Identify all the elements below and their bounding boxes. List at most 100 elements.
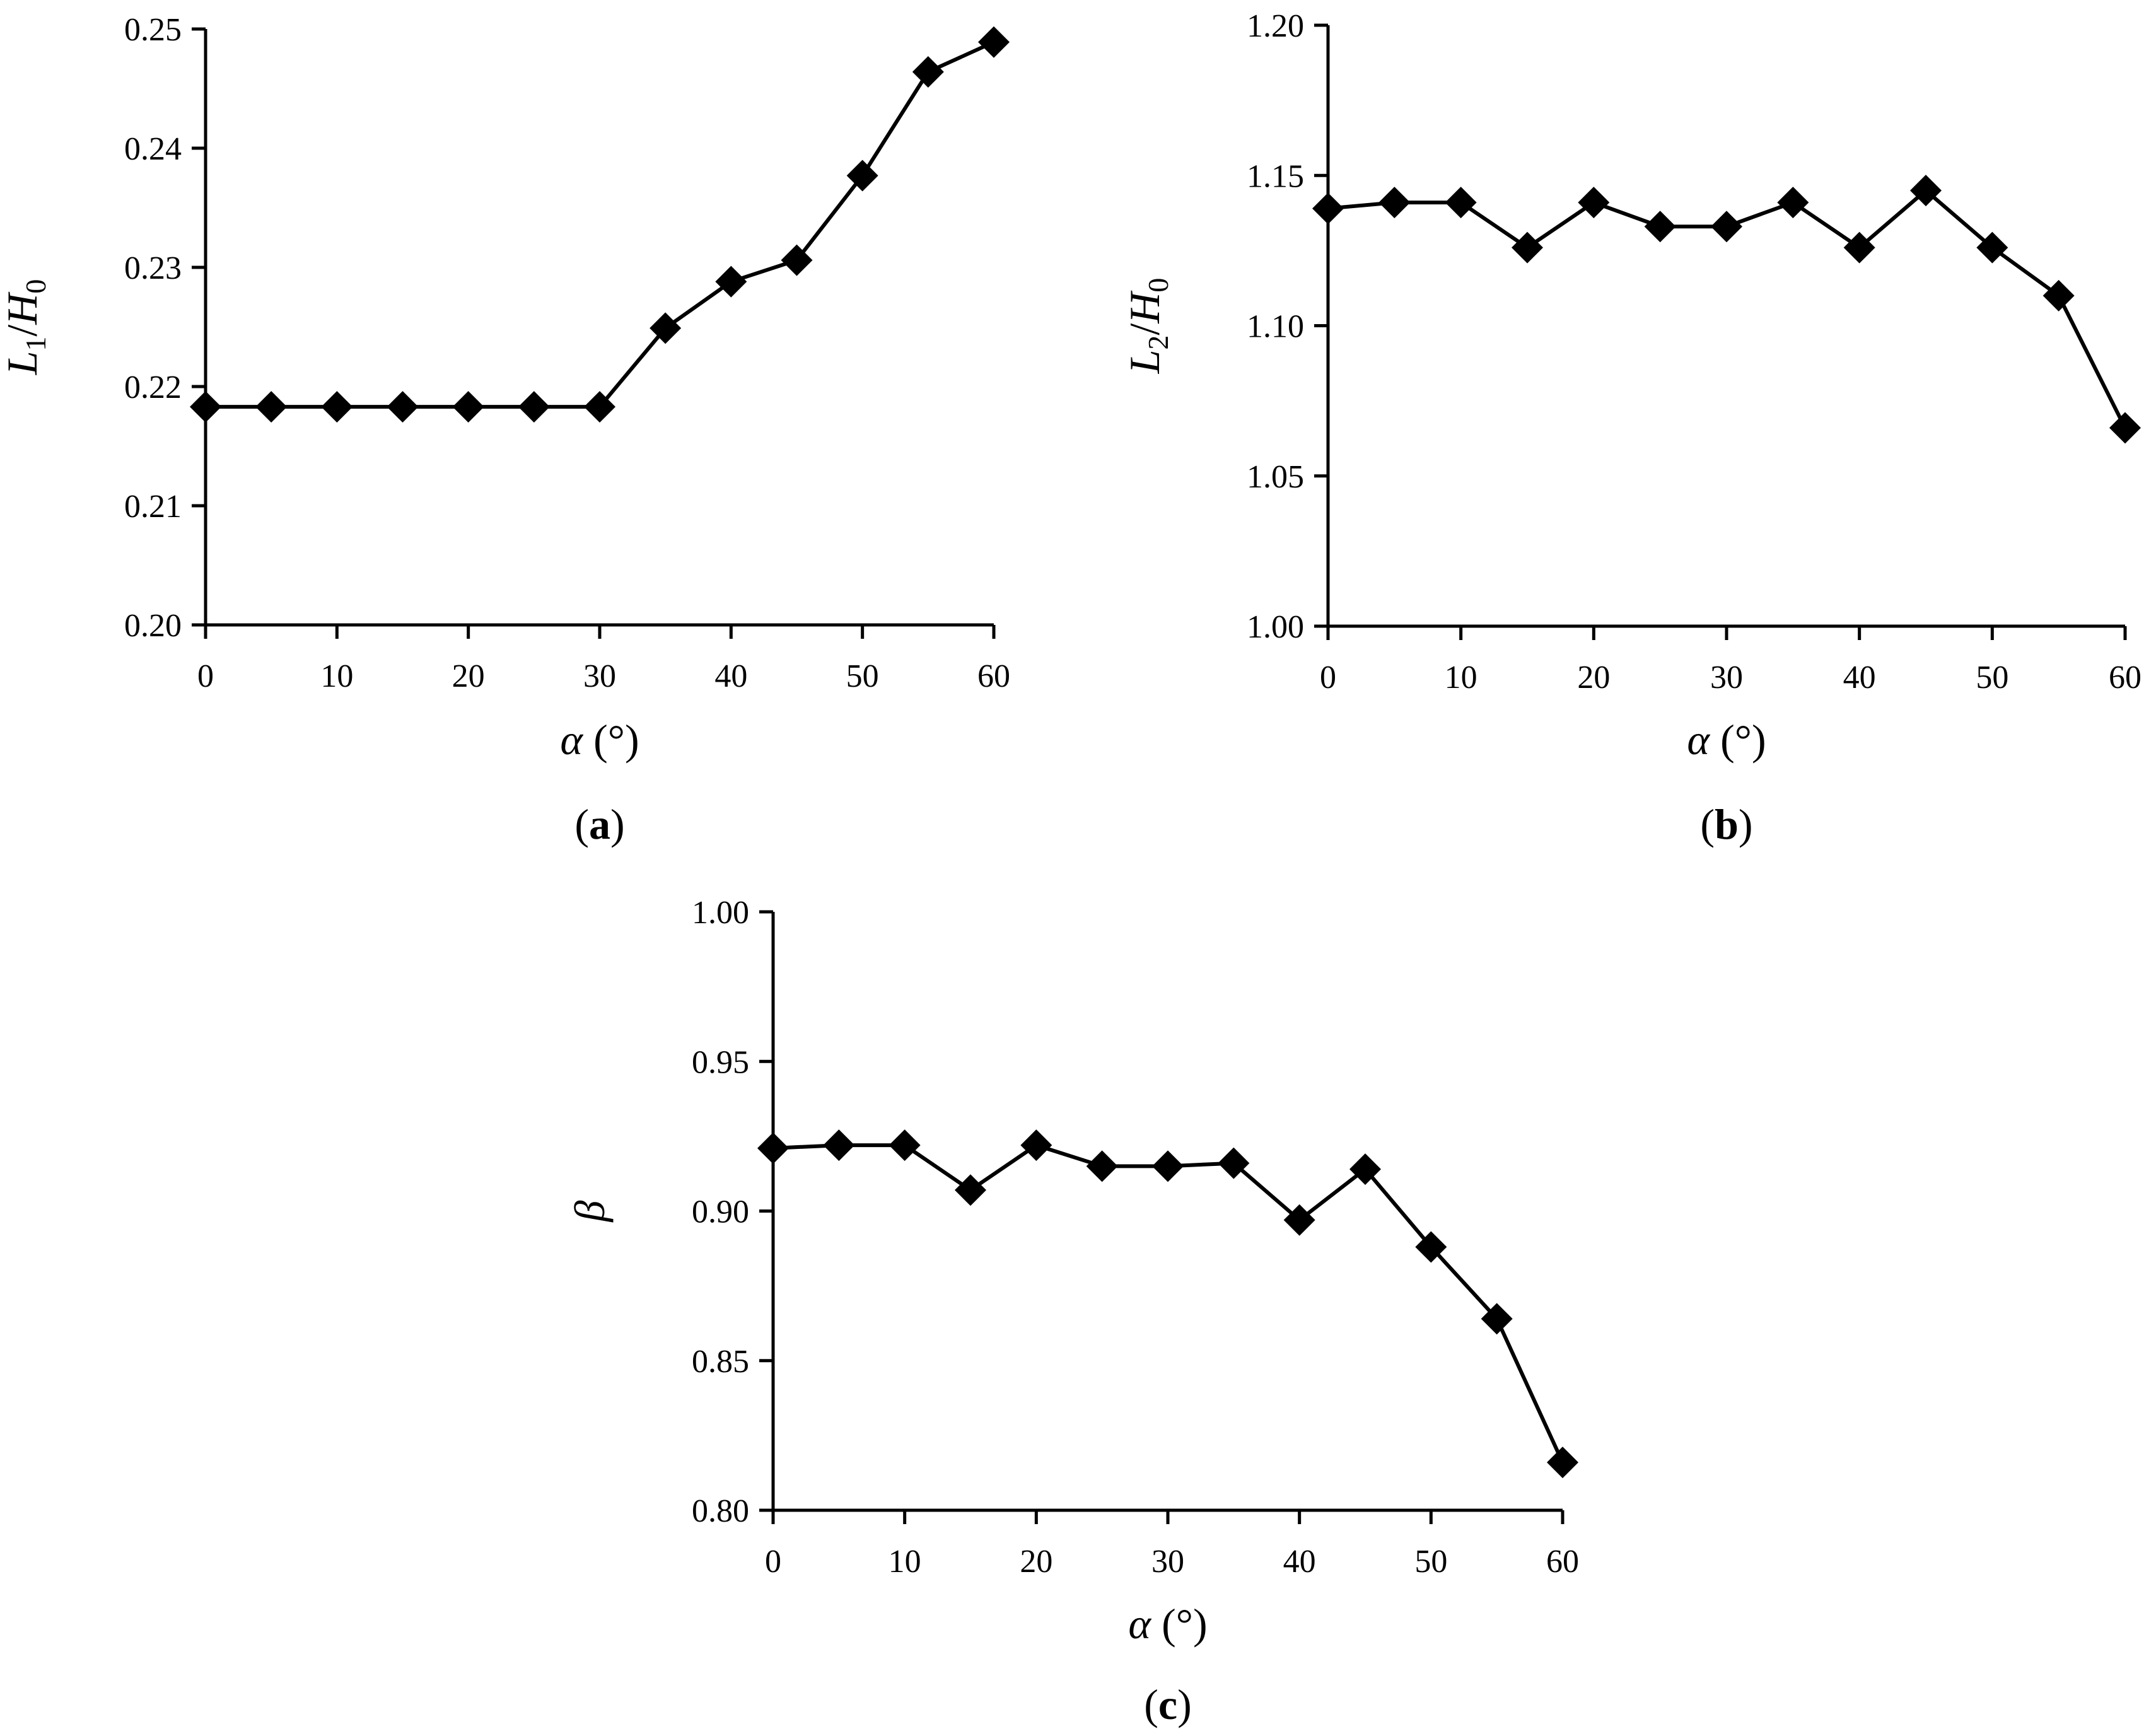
x-tick-label: 20 bbox=[1577, 660, 1610, 696]
y-tick-label: 1.00 bbox=[692, 895, 749, 931]
y-axis-label: β bbox=[566, 1200, 614, 1223]
y-tick-label: 0.20 bbox=[124, 608, 182, 644]
y-tick-label: 0.25 bbox=[124, 12, 182, 48]
data-point-marker bbox=[387, 391, 419, 423]
panel-label: (a) bbox=[574, 800, 624, 848]
chart-panel-c: 0.80 0.85 0.90 0.95 1.00 0 10 20 30 40 50 60 α (°) β (… bbox=[566, 895, 1579, 1728]
panel-label: (c) bbox=[1144, 1681, 1192, 1728]
y-axis-sub2: 0 bbox=[1142, 278, 1174, 293]
x-tick-label: 50 bbox=[846, 658, 879, 694]
data-point-marker bbox=[846, 160, 878, 192]
x-tick-label: 0 bbox=[1320, 660, 1336, 696]
data-point-marker bbox=[452, 391, 484, 423]
data-point-marker bbox=[1777, 187, 1809, 219]
data-point-marker bbox=[2109, 412, 2141, 444]
data-point-marker bbox=[1378, 187, 1411, 219]
y-tick-label: 0.85 bbox=[692, 1344, 749, 1380]
data-point-marker bbox=[321, 391, 353, 423]
x-tick-label: 60 bbox=[977, 658, 1010, 694]
panel-letter: b bbox=[1715, 800, 1739, 848]
data-point-marker bbox=[1312, 192, 1344, 224]
y-tick-label: 0.22 bbox=[124, 370, 182, 405]
y-tick-label: 1.00 bbox=[1247, 609, 1304, 645]
y-tick-label: 0.80 bbox=[692, 1493, 749, 1529]
panel-letter: c bbox=[1158, 1681, 1177, 1728]
data-point-marker bbox=[1415, 1231, 1447, 1263]
x-tick-label: 30 bbox=[1710, 660, 1743, 696]
data-point-marker bbox=[1843, 231, 1875, 264]
x-axis-label: α (°) bbox=[1687, 716, 1766, 764]
data-point-marker bbox=[978, 26, 1010, 58]
y-tick-label: 0.23 bbox=[124, 250, 182, 286]
y-axis-sub1: 1 bbox=[20, 337, 52, 351]
y-tick-label: 1.10 bbox=[1247, 309, 1304, 345]
y-axis-var1: L bbox=[1121, 350, 1168, 375]
chart-panel-b: 1.001.051.101.151.200 10 20 30 40 50 60α (°)L2… bbox=[1121, 8, 2141, 848]
data-point-marker bbox=[255, 391, 288, 423]
data-point-marker bbox=[823, 1129, 855, 1162]
x-axis-unit: (°) bbox=[1162, 1600, 1207, 1648]
x-axis-symbol: α bbox=[560, 716, 583, 764]
y-axis-separator: / bbox=[1121, 323, 1168, 335]
y-tick-label: 0.90 bbox=[692, 1194, 749, 1230]
x-axis-unit: (°) bbox=[593, 716, 639, 764]
y-tick-label: 0.95 bbox=[692, 1044, 749, 1080]
x-tick-label: 30 bbox=[1151, 1544, 1184, 1580]
y-axis-symbol: β bbox=[566, 1200, 614, 1223]
y-tick-label: 0.24 bbox=[124, 131, 182, 167]
y-axis-var2: H bbox=[1121, 290, 1168, 324]
data-point-marker bbox=[781, 244, 813, 276]
x-tick-label: 50 bbox=[1976, 660, 2008, 696]
x-tick-label: 30 bbox=[583, 658, 616, 694]
data-point-marker bbox=[584, 391, 615, 423]
y-axis-var1: L bbox=[0, 351, 46, 376]
y-axis-sub2: 0 bbox=[20, 279, 52, 294]
data-point-marker bbox=[518, 391, 550, 423]
y-tick-label: 1.15 bbox=[1247, 158, 1304, 194]
data-point-marker bbox=[757, 1132, 789, 1164]
x-tick-label: 10 bbox=[889, 1544, 921, 1580]
data-point-marker bbox=[1152, 1150, 1184, 1182]
data-point-marker bbox=[1910, 175, 1942, 207]
x-tick-label: 20 bbox=[1020, 1544, 1052, 1580]
chart-panel-a: 0.200.210.220.230.240.250 10 20 30 40 50 60α (… bbox=[0, 12, 1010, 848]
data-point-marker bbox=[889, 1129, 921, 1162]
data-point-marker bbox=[715, 265, 747, 298]
data-point-marker bbox=[1283, 1204, 1315, 1236]
y-tick-label: 1.05 bbox=[1247, 459, 1304, 495]
y-axis-label: L1/H0 bbox=[0, 279, 52, 376]
data-point-marker bbox=[1218, 1147, 1250, 1179]
x-tick-label: 60 bbox=[1546, 1544, 1579, 1580]
x-axis-label: α (°) bbox=[560, 716, 639, 764]
x-tick-label: 0 bbox=[197, 658, 214, 694]
data-point-marker bbox=[1445, 187, 1477, 219]
x-axis-symbol: α bbox=[1687, 716, 1710, 764]
x-tick-label: 40 bbox=[1283, 1544, 1316, 1580]
x-axis-label: α (°) bbox=[1128, 1600, 1207, 1648]
data-point-marker bbox=[2042, 279, 2075, 312]
data-point-marker bbox=[1578, 187, 1610, 219]
data-point-marker bbox=[1512, 231, 1543, 264]
y-axis-label: L2/H0 bbox=[1121, 278, 1174, 375]
data-point-marker bbox=[1349, 1153, 1381, 1185]
x-tick-label: 10 bbox=[1445, 660, 1477, 696]
x-tick-label: 20 bbox=[452, 658, 485, 694]
data-point-marker bbox=[955, 1174, 986, 1206]
y-tick-label: 1.20 bbox=[1247, 8, 1304, 44]
data-point-marker bbox=[1976, 231, 2008, 264]
data-point-marker bbox=[1481, 1303, 1513, 1335]
x-tick-label: 0 bbox=[765, 1544, 781, 1580]
y-axis-var2: H bbox=[0, 291, 46, 325]
data-point-marker bbox=[190, 391, 221, 423]
y-tick-label: 0.21 bbox=[124, 489, 182, 525]
data-point-marker bbox=[1644, 211, 1676, 243]
x-tick-label: 10 bbox=[320, 658, 353, 694]
panel-label: (b) bbox=[1700, 800, 1752, 848]
x-tick-label: 40 bbox=[1843, 660, 1876, 696]
x-tick-label: 40 bbox=[714, 658, 747, 694]
data-point-marker bbox=[1547, 1447, 1578, 1479]
y-axis-sub1: 2 bbox=[1142, 335, 1174, 350]
data-point-marker bbox=[1711, 211, 1742, 243]
